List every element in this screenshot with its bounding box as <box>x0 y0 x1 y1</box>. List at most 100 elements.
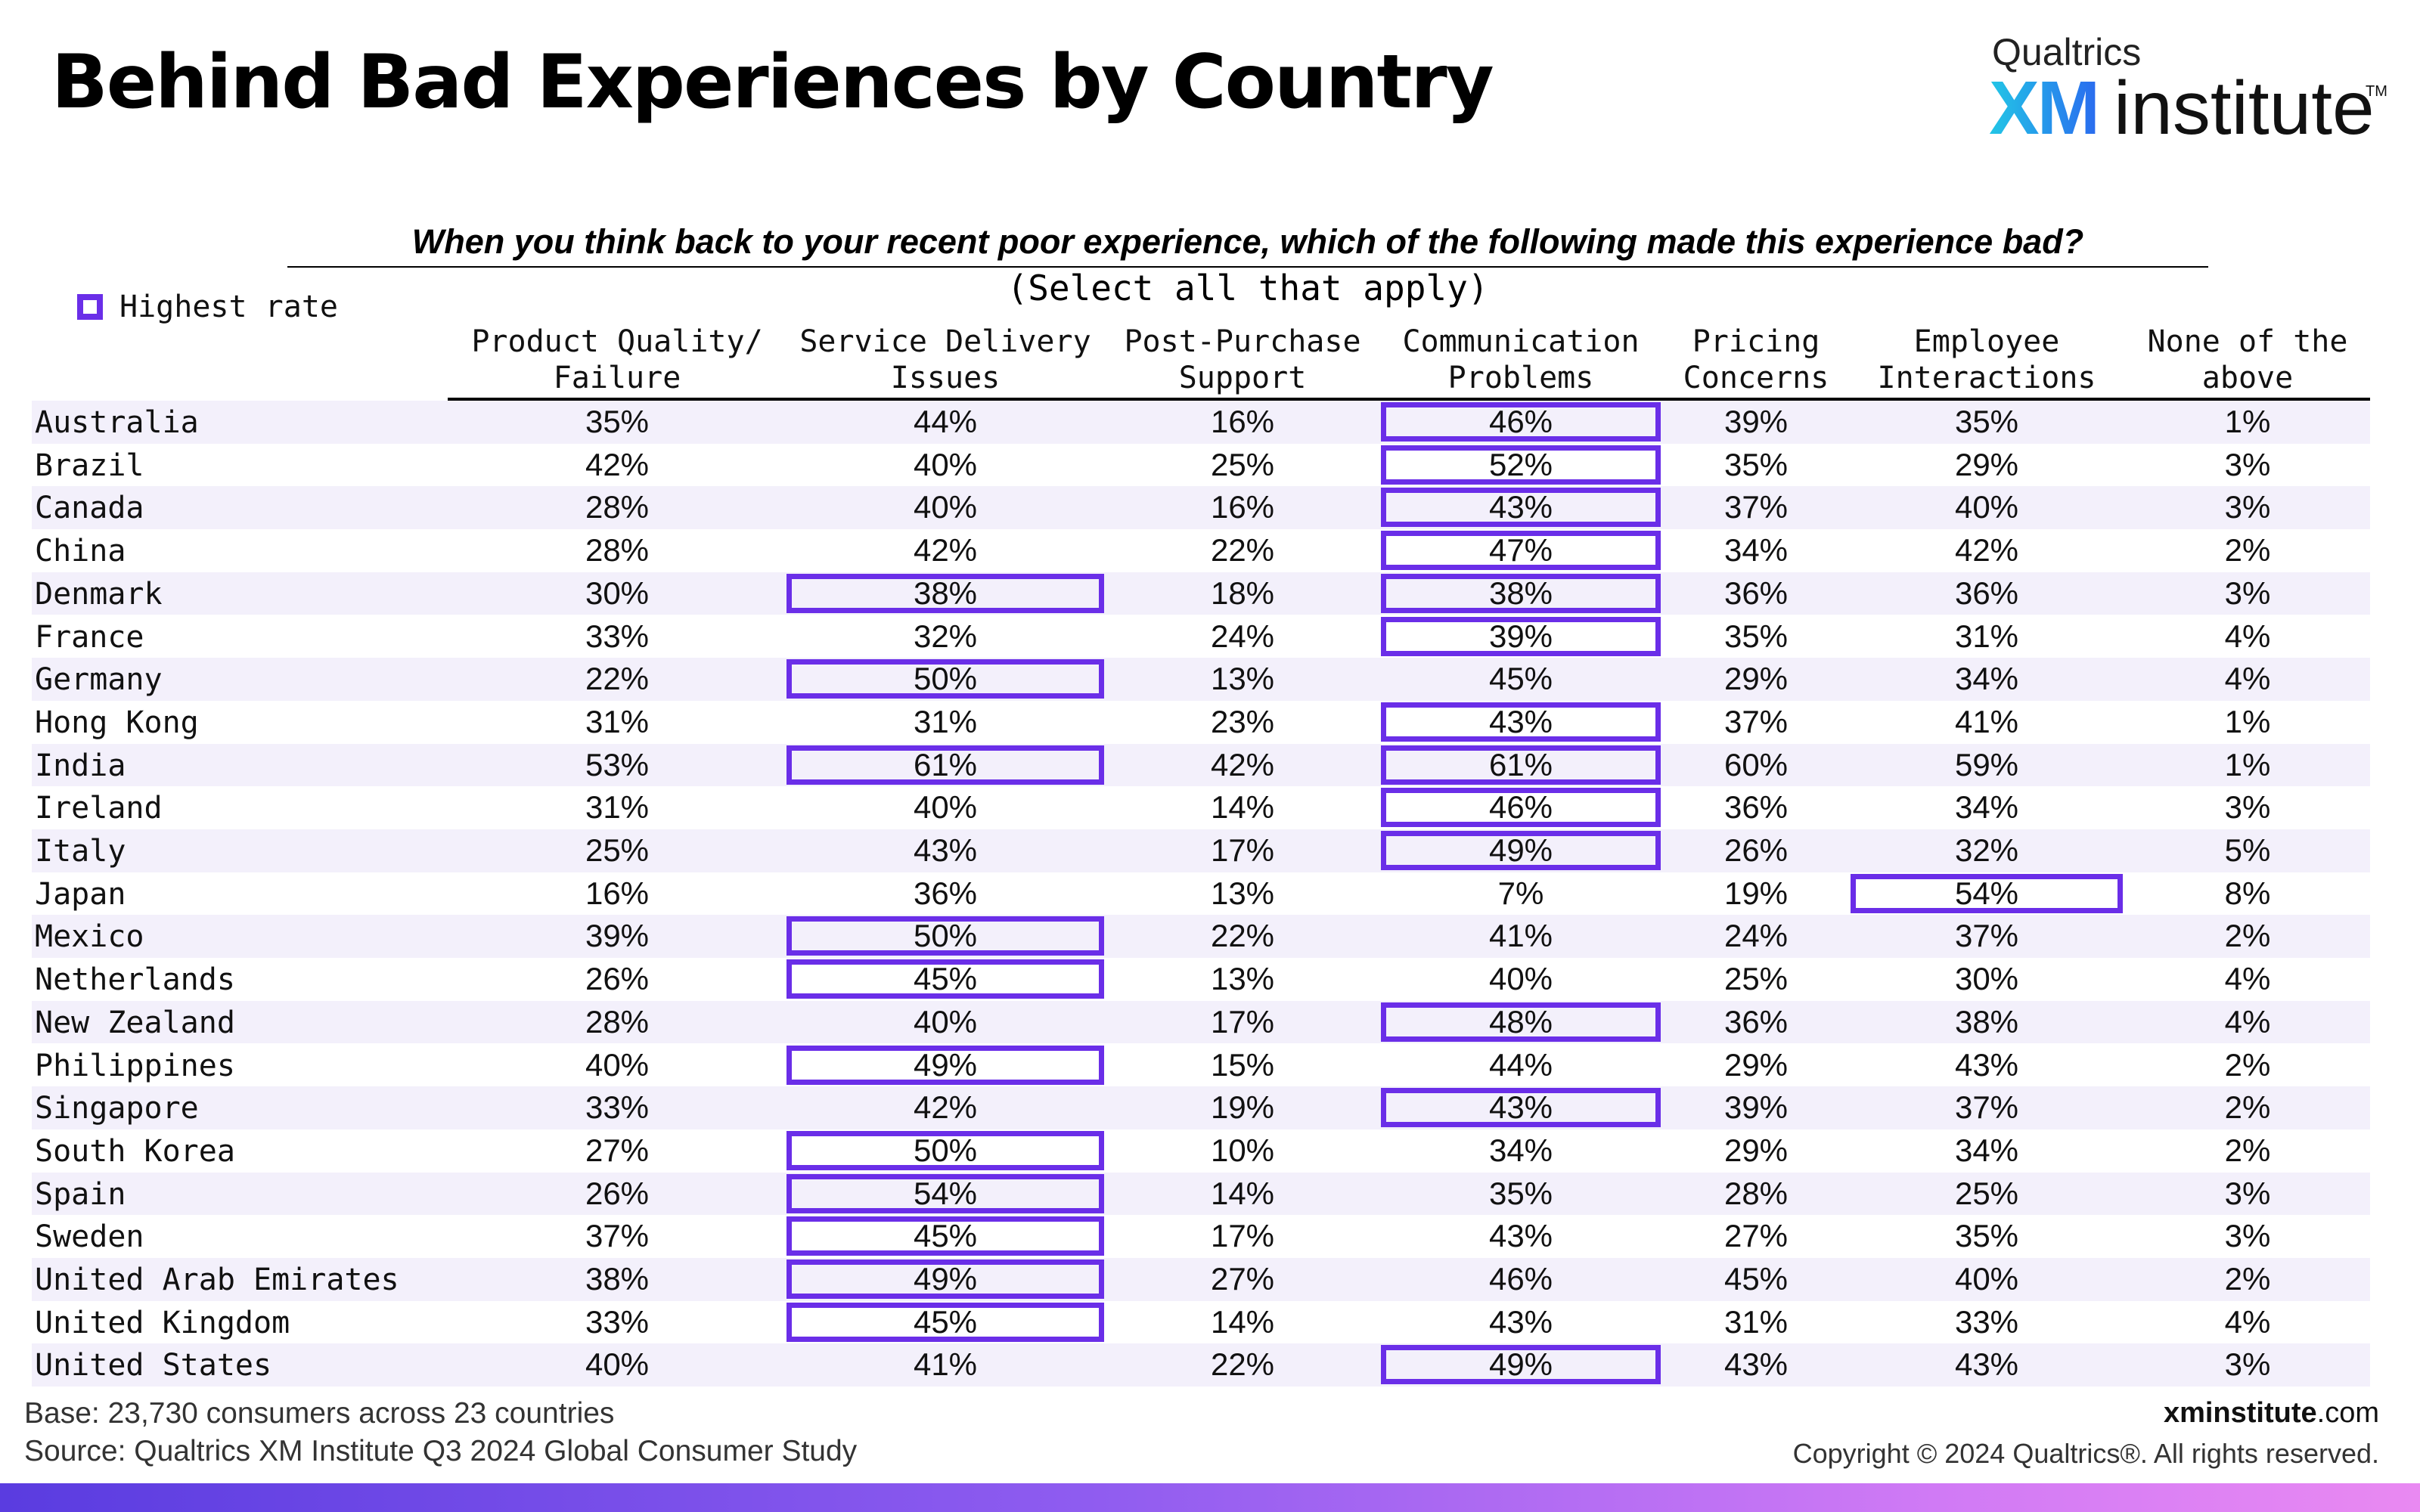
value-cell: 28% <box>585 1003 650 1040</box>
value-cell: 35% <box>1723 446 1789 482</box>
value-cell: 43% <box>1488 1218 1553 1254</box>
value-cell: 4% <box>2224 961 2271 997</box>
value-cell: 41% <box>1488 918 1553 954</box>
website-link[interactable]: xminstitute.com <box>2164 1397 2379 1430</box>
value-cell: 34% <box>1954 661 2019 697</box>
table-row: Japan 16% 36% 13% 7% 19% 54% 8% <box>32 872 2370 916</box>
value-cell: 31% <box>913 703 978 739</box>
value-cell: 43% <box>1723 1346 1789 1383</box>
value-cell: 19% <box>1723 875 1789 911</box>
source-note: Source: Qualtrics XM Institute Q3 2024 G… <box>24 1435 858 1467</box>
value-cell: 44% <box>913 404 978 439</box>
highlighted-value-cell: 49% <box>786 1045 1104 1085</box>
value-cell: 10% <box>1210 1132 1275 1168</box>
value-cell: 37% <box>1954 918 2019 954</box>
header-divider <box>448 398 2370 401</box>
value-cell: 40% <box>913 489 978 525</box>
value-cell: 42% <box>1210 746 1275 782</box>
copyright: Copyright © 2024 Qualtrics®. All rights … <box>1792 1438 2379 1469</box>
value-cell: 25% <box>1210 446 1275 482</box>
value-cell: 36% <box>1954 575 2019 611</box>
value-cell: 36% <box>1723 789 1789 826</box>
country-label: Netherlands <box>35 962 235 998</box>
country-label: Ireland <box>35 791 163 826</box>
country-label: Germany <box>35 662 163 698</box>
value-cell: 8% <box>2224 875 2271 911</box>
value-cell: 3% <box>2224 446 2271 482</box>
legend: Highest rate <box>77 286 338 328</box>
value-cell: 40% <box>585 1346 650 1383</box>
value-cell: 3% <box>2224 489 2271 525</box>
country-label: Hong Kong <box>35 705 199 740</box>
country-label: South Korea <box>35 1133 235 1169</box>
highlighted-value-cell: 39% <box>1381 616 1661 656</box>
value-cell: 34% <box>1488 1132 1553 1168</box>
country-label: Canada <box>35 491 144 526</box>
value-cell: 29% <box>1723 1046 1789 1083</box>
table-row: Spain 26% 54% 14% 35% 28% 25% 3% <box>32 1172 2370 1216</box>
value-cell: 24% <box>1723 918 1789 954</box>
value-cell: 32% <box>913 618 978 654</box>
highlighted-value-cell: 54% <box>1851 873 2123 913</box>
survey-question: When you think back to your recent poor … <box>411 222 2084 261</box>
highlighted-value-cell: 49% <box>1381 1345 1661 1385</box>
value-cell: 2% <box>2224 532 2271 569</box>
value-cell: 26% <box>585 1175 650 1211</box>
value-cell: 31% <box>585 703 650 739</box>
value-cell: 41% <box>1954 703 2019 739</box>
table-row: Brazil 42% 40% 25% 52% 35% 29% 3% <box>32 444 2370 487</box>
value-cell: 28% <box>1723 1175 1789 1211</box>
value-cell: 39% <box>585 918 650 954</box>
highlighted-value-cell: 50% <box>786 916 1104 956</box>
value-cell: 42% <box>1954 532 2019 569</box>
value-cell: 40% <box>913 789 978 826</box>
value-cell: 25% <box>1723 961 1789 997</box>
value-cell: 45% <box>1488 661 1553 697</box>
value-cell: 32% <box>1954 832 2019 868</box>
column-header: Post-Purchase Support <box>1124 324 1361 395</box>
value-cell: 31% <box>1723 1303 1789 1340</box>
table-row: United States 40% 41% 22% 49% 43% 43% 3% <box>32 1343 2370 1387</box>
country-label: Italy <box>35 834 126 869</box>
value-cell: 43% <box>1954 1046 2019 1083</box>
country-label: Mexico <box>35 919 144 955</box>
value-cell: 17% <box>1210 1003 1275 1040</box>
country-label: Sweden <box>35 1219 144 1255</box>
value-cell: 26% <box>585 961 650 997</box>
value-cell: 40% <box>1954 489 2019 525</box>
value-cell: 40% <box>1954 1261 2019 1297</box>
value-cell: 60% <box>1723 746 1789 782</box>
value-cell: 40% <box>585 1046 650 1083</box>
value-cell: 30% <box>1954 961 2019 997</box>
country-label: India <box>35 748 126 783</box>
value-cell: 4% <box>2224 1003 2271 1040</box>
value-cell: 40% <box>913 1003 978 1040</box>
column-header: Service Delivery Issues <box>799 324 1091 395</box>
highlighted-value-cell: 47% <box>1381 531 1661 571</box>
value-cell: 33% <box>1954 1303 2019 1340</box>
country-label: France <box>35 619 144 655</box>
value-cell: 26% <box>1723 832 1789 868</box>
table-row: Sweden 37% 45% 17% 43% 27% 35% 3% <box>32 1215 2370 1258</box>
highlighted-value-cell: 38% <box>786 573 1104 613</box>
value-cell: 3% <box>2224 1346 2271 1383</box>
value-cell: 33% <box>585 618 650 654</box>
value-cell: 40% <box>913 446 978 482</box>
value-cell: 46% <box>1488 1261 1553 1297</box>
country-label: New Zealand <box>35 1005 235 1040</box>
table-row: United Arab Emirates 38% 49% 27% 46% 45% 40% 2% <box>32 1258 2370 1301</box>
highlighted-value-cell: 45% <box>786 1302 1104 1342</box>
page-title: Behind Bad Experiences by Country <box>51 39 1494 125</box>
country-label: Japan <box>35 876 126 912</box>
value-cell: 13% <box>1210 961 1275 997</box>
highlighted-value-cell: 43% <box>1381 1088 1661 1128</box>
logo-trademark: TM <box>2366 83 2387 100</box>
column-header: Employee Interactions <box>1877 324 2096 395</box>
highlighted-value-cell: 52% <box>1381 445 1661 485</box>
value-cell: 17% <box>1210 832 1275 868</box>
value-cell: 13% <box>1210 875 1275 911</box>
value-cell: 28% <box>585 489 650 525</box>
value-cell: 38% <box>585 1261 650 1297</box>
country-label: Australia <box>35 405 199 440</box>
value-cell: 33% <box>585 1089 650 1126</box>
